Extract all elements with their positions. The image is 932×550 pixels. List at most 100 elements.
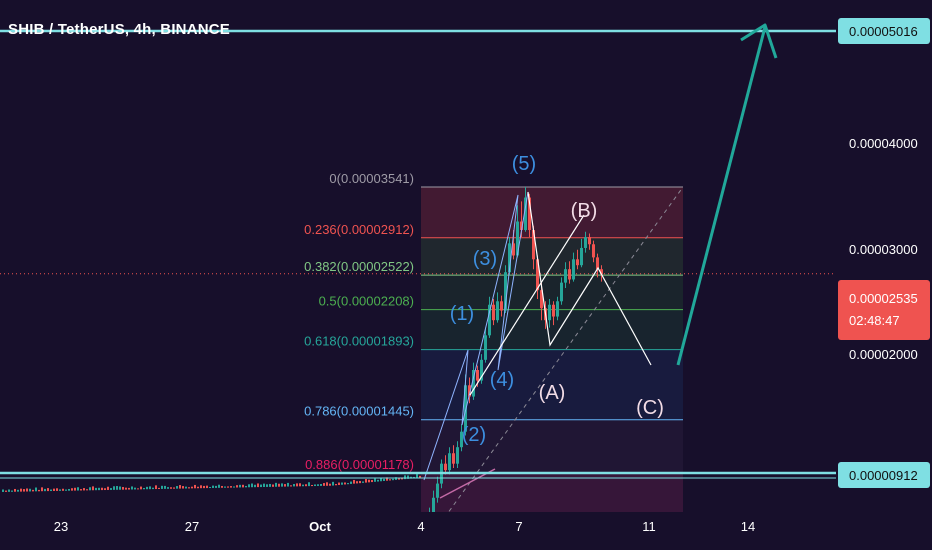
history-candle <box>395 477 397 480</box>
wave-label: (1) <box>450 303 474 325</box>
history-candle <box>8 489 10 492</box>
history-candle <box>302 484 304 487</box>
candle-body <box>576 259 579 266</box>
history-candle <box>368 479 370 483</box>
time-axis-tick-label: 7 <box>515 519 522 534</box>
history-candle <box>188 487 190 489</box>
wave-label: (5) <box>512 153 536 175</box>
fib-level-label: 0.618(0.00001893) <box>304 334 414 349</box>
candle-body <box>484 335 487 360</box>
history-candle <box>212 485 214 488</box>
history-candle <box>59 489 61 491</box>
history-candle <box>113 486 115 490</box>
fib-band <box>421 275 683 310</box>
history-candle <box>206 485 208 489</box>
candle-body <box>592 244 595 258</box>
fib-level-label: 0.786(0.00001445) <box>304 404 414 419</box>
wave-label: (4) <box>490 369 514 391</box>
candle-body <box>444 463 447 471</box>
history-candle <box>203 485 205 489</box>
history-candle <box>242 484 244 488</box>
fib-diagonal <box>420 186 684 550</box>
history-candle <box>44 488 46 492</box>
candle-body <box>600 269 603 275</box>
history-candle <box>380 477 382 482</box>
history-candle <box>332 481 334 486</box>
history-candle <box>107 486 109 490</box>
correction-label: (C) <box>636 397 664 419</box>
history-candle <box>326 482 328 486</box>
history-candle <box>398 477 400 480</box>
chart-title: SHIB / TetherUS, 4h, BINANCE <box>8 21 231 38</box>
support-price-badge <box>838 462 930 488</box>
price-axis-tick-label: 0.00003000 <box>849 242 918 257</box>
history-candle <box>320 483 322 486</box>
history-candle <box>356 481 358 484</box>
history-candle <box>293 484 295 487</box>
candle-body <box>584 237 587 248</box>
history-candle <box>374 478 376 482</box>
history-candle <box>50 489 52 492</box>
candle-body <box>476 370 479 381</box>
time-axis-tick-label: 4 <box>417 519 424 534</box>
history-candle <box>272 484 274 487</box>
target-price-label: 0.00005016 <box>849 24 918 39</box>
candle-body <box>580 247 583 266</box>
history-candle <box>329 483 331 486</box>
history-candle <box>179 485 181 489</box>
history-candle <box>23 489 25 492</box>
history-candle <box>257 483 259 488</box>
history-candle <box>392 478 394 481</box>
history-candle <box>167 487 169 489</box>
history-candle <box>377 479 379 482</box>
history-candle <box>278 483 280 487</box>
history-candle <box>164 485 166 489</box>
history-candle <box>254 484 256 488</box>
candle-body <box>508 243 511 273</box>
history-candle <box>83 488 85 491</box>
history-candle <box>140 486 142 490</box>
history-candle <box>38 489 40 492</box>
history-candle <box>152 487 154 490</box>
history-candle <box>158 487 160 489</box>
history-candle <box>239 484 241 488</box>
history-candle <box>416 474 418 479</box>
candle-body <box>524 197 527 231</box>
wave-label: (2) <box>462 424 486 446</box>
history-candle <box>350 481 352 484</box>
projection-arrow <box>676 26 767 366</box>
candle-body <box>560 282 563 302</box>
time-axis-tick-label: 14 <box>741 519 755 534</box>
history-candle <box>80 489 82 491</box>
candle-body <box>488 304 491 336</box>
candle-body <box>432 497 435 513</box>
target-price-badge <box>838 18 930 44</box>
time-axis-tick-label: 11 <box>642 519 656 534</box>
fib-level-label: 0.5(0.00002208) <box>319 294 414 309</box>
correction-label: (A) <box>539 382 566 404</box>
history-candle <box>227 486 229 488</box>
history-candle <box>317 484 319 486</box>
history-candle <box>77 487 79 491</box>
history-candle <box>5 490 7 492</box>
history-candle <box>26 488 28 492</box>
time-axis-bg <box>0 512 836 550</box>
history-candle <box>407 475 409 479</box>
history-candle <box>47 488 49 492</box>
candle-body <box>520 221 523 231</box>
candle-body <box>448 453 451 471</box>
history-candle <box>53 488 55 491</box>
history-candle <box>347 483 349 485</box>
current-price-badge <box>838 280 930 340</box>
history-candle <box>86 489 88 491</box>
history-candle <box>125 487 127 490</box>
history-candle <box>269 483 271 487</box>
history-candle <box>2 489 4 492</box>
history-candle <box>200 485 202 489</box>
fib-level-label: 0.236(0.00002912) <box>304 222 414 237</box>
history-candle <box>245 485 247 488</box>
history-candle <box>218 484 220 488</box>
fib-level-label: 0(0.00003541) <box>329 171 414 186</box>
